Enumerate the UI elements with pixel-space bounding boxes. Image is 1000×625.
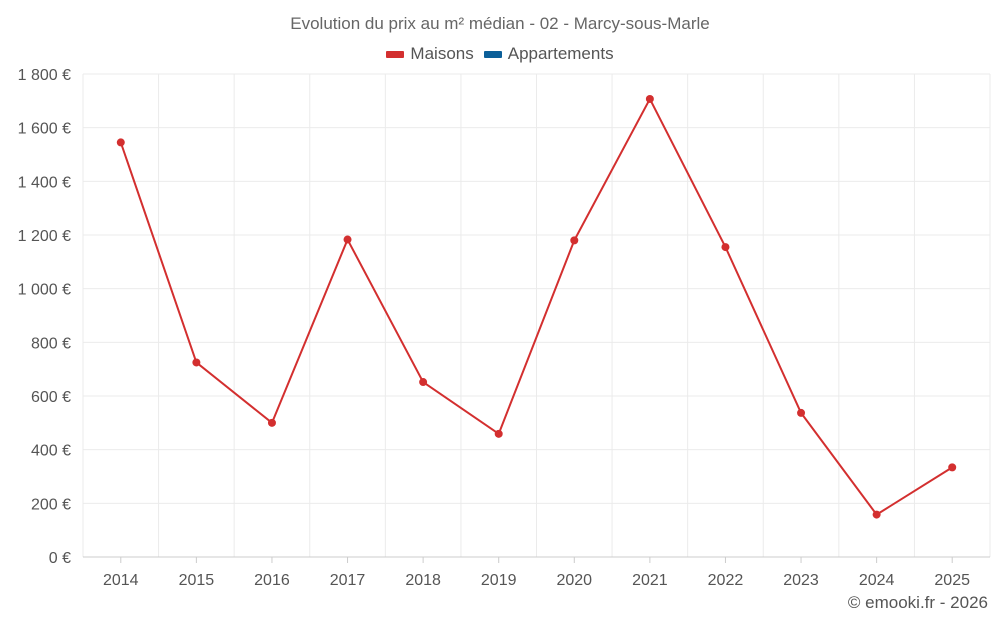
x-tick-label: 2015 [179,572,215,589]
data-point-maisons [267,418,276,427]
data-point-maisons [570,236,579,245]
x-tick-label: 2016 [254,572,290,589]
x-tick-label: 2014 [103,572,139,589]
legend-swatch-appartements [483,50,502,58]
y-tick-label: 1 200 € [18,228,71,245]
x-tick-label: 2021 [632,572,668,589]
data-point-maisons [872,510,881,519]
y-tick-label: 1 600 € [18,121,71,138]
x-tick-label: 2023 [783,572,819,589]
chart-legend: Maisons Appartements [0,44,1000,64]
legend-label-appartements: Appartements [507,44,614,63]
data-point-maisons [116,138,125,147]
data-point-maisons [419,378,428,387]
y-tick-label: 400 € [31,443,71,460]
data-point-maisons [192,358,201,367]
data-point-maisons [343,235,352,244]
credit-text: © emooki.fr - 2026 [847,593,988,612]
y-tick-label: 1 800 € [18,67,71,84]
y-tick-label: 0 € [49,550,71,567]
legend-item-appartements[interactable]: Appartements [483,44,614,64]
series-line-maisons [119,97,953,516]
y-tick-label: 1 400 € [18,174,71,191]
x-tick-label: 2018 [405,572,441,589]
legend-label-maisons: Maisons [410,44,474,63]
x-tick-label: 2024 [859,572,895,589]
y-tick-label: 800 € [31,335,71,352]
x-tick-label: 2020 [556,572,592,589]
y-tick-label: 1 000 € [18,282,71,299]
x-tick-label: 2019 [481,572,517,589]
chart-title: Evolution du prix au m² médian - 02 - Ma… [290,14,710,33]
data-point-maisons [494,429,503,438]
legend-swatch-maisons [386,50,405,58]
x-tick-label: 2025 [934,572,970,589]
x-tick-label: 2022 [708,572,744,589]
data-point-maisons [797,408,806,417]
legend-item-maisons[interactable]: Maisons [386,44,474,64]
data-point-maisons [645,94,654,103]
y-tick-label: 200 € [31,496,71,513]
y-tick-label: 600 € [31,389,71,406]
x-tick-label: 2017 [330,572,366,589]
data-point-maisons [948,463,957,472]
data-point-maisons [721,243,730,252]
